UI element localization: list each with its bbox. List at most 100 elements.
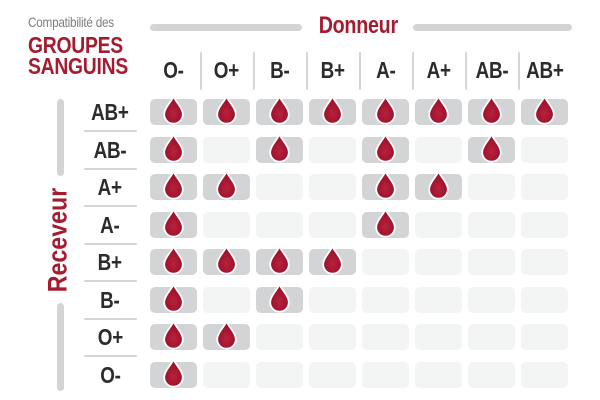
blood-drop-icon [269, 283, 290, 313]
donor-column-header-text: B- [269, 57, 290, 83]
blood-drop-icon [481, 95, 502, 125]
matrix-cell-O--from-A+-empty [415, 361, 462, 388]
matrix-cell-B+-from-B+-compatible [309, 245, 356, 275]
blood-drop-icon [322, 245, 343, 275]
matrix-cell-O+-from-B--empty [256, 324, 303, 350]
matrix-cell-B+-from-O--compatible [150, 245, 197, 275]
matrix-cell-B+-from-B--compatible [256, 245, 303, 275]
column-separator [412, 52, 414, 90]
blood-drop-icon [163, 208, 184, 238]
blood-drop-icon [322, 95, 343, 125]
matrix-cell-B--from-A+-empty [415, 286, 462, 313]
blood-drop-icon [428, 95, 449, 125]
matrix-cell-B+-from-A+-empty [415, 249, 462, 275]
matrix-cell-B+-from-AB--empty [468, 249, 515, 275]
blood-drop-icon [163, 95, 184, 125]
column-separator [200, 52, 202, 90]
receiver-row-label-B+: B+ [82, 249, 138, 275]
receiver-row-label-text: AB+ [91, 99, 129, 125]
matrix-cell-B+-from-O+-compatible [203, 245, 250, 275]
column-separator [359, 52, 361, 90]
receiver-axis-bar-top [57, 99, 64, 176]
donor-axis-bar-right [413, 24, 572, 31]
matrix-cell-AB--from-B+-empty [309, 136, 356, 163]
matrix-cell-AB+-from-B+-compatible [309, 95, 356, 125]
matrix-cell-AB--from-A--compatible [362, 133, 409, 163]
matrix-cell-B+-from-AB+-empty [521, 249, 568, 275]
matrix-cell-B--from-B+-empty [309, 286, 356, 313]
matrix-cell-O+-from-B+-empty [309, 324, 356, 350]
donor-column-header-AB-: AB- [468, 56, 515, 84]
row-separator [84, 355, 137, 357]
matrix-cell-AB--from-A+-empty [415, 136, 462, 163]
receiver-row-label-text: B+ [97, 249, 123, 275]
matrix-cell-A+-from-B--empty [256, 174, 303, 200]
matrix-cell-AB--from-B--compatible [256, 133, 303, 163]
matrix-cell-O--from-B--empty [256, 361, 303, 388]
donor-column-header-B+: B+ [309, 56, 356, 84]
blood-drop-icon [163, 170, 184, 200]
blood-drop-icon [269, 133, 290, 163]
matrix-cell-O--from-B+-empty [309, 361, 356, 388]
column-separator [306, 52, 308, 90]
matrix-cell-AB+-from-AB+-compatible [521, 95, 568, 125]
receiver-row-label-O-: O- [82, 362, 138, 388]
blood-drop-icon [269, 95, 290, 125]
matrix-cell-O+-from-AB--empty [468, 324, 515, 350]
matrix-cell-AB+-from-O--compatible [150, 95, 197, 125]
chart-title-eyebrow: Compatibilité des [28, 12, 147, 33]
row-separator [84, 317, 137, 320]
matrix-cell-O+-from-O+-compatible [203, 320, 250, 350]
blood-drop-icon [163, 320, 184, 350]
matrix-cell-A+-from-O--compatible [150, 170, 197, 200]
donor-axis-label-text: Donneur [318, 12, 398, 39]
matrix-cell-B--from-B--compatible [256, 283, 303, 313]
receiver-axis-label: Receveur [42, 187, 73, 293]
matrix-cell-A--from-B--empty [256, 211, 303, 238]
blood-drop-icon [216, 95, 237, 125]
matrix-cell-A+-from-AB+-empty [521, 174, 568, 200]
chart-title-eyebrow-text: Compatibilité des [28, 14, 114, 30]
donor-column-header-text: O+ [213, 57, 240, 83]
matrix-cell-O+-from-O--compatible [150, 320, 197, 350]
receiver-row-label-AB+: AB+ [82, 99, 138, 125]
donor-column-header-text: A+ [426, 57, 451, 83]
matrix-cell-A+-from-B+-empty [309, 174, 356, 200]
receiver-row-label-text: AB- [93, 136, 127, 163]
blood-drop-icon [375, 170, 396, 200]
matrix-cell-O--from-O--compatible [150, 358, 197, 388]
matrix-cell-B+-from-A--empty [362, 249, 409, 275]
matrix-cell-B--from-AB+-empty [521, 286, 568, 313]
receiver-row-label-A-: A- [82, 212, 138, 238]
matrix-cell-AB+-from-O+-compatible [203, 95, 250, 125]
receiver-axis-bar-bottom [57, 303, 64, 391]
row-separator [84, 242, 137, 245]
blood-drop-icon [269, 245, 290, 275]
matrix-cell-A--from-AB--empty [468, 211, 515, 238]
matrix-cell-A+-from-O+-compatible [203, 170, 250, 200]
matrix-cell-A+-from-A--compatible [362, 170, 409, 200]
receiver-row-label-O+: O+ [82, 324, 138, 350]
matrix-cell-A--from-B+-empty [309, 211, 356, 238]
matrix-cell-AB--from-O--compatible [150, 133, 197, 163]
receiver-row-label-text: A+ [97, 174, 123, 200]
chart-title: Compatibilité des GROUPES SANGUINS [28, 12, 147, 78]
matrix-cell-AB--from-AB+-empty [521, 136, 568, 163]
blood-drop-icon [216, 245, 237, 275]
donor-column-header-A+: A+ [415, 56, 462, 84]
donor-column-header-B-: B- [256, 56, 303, 84]
blood-drop-icon [534, 95, 555, 125]
receiver-row-label-text: A- [100, 211, 120, 238]
matrix-cell-A--from-A+-empty [415, 211, 462, 238]
matrix-cell-O--from-AB+-empty [521, 361, 568, 388]
column-separator [518, 52, 520, 90]
row-separator [84, 280, 137, 282]
receiver-row-label-B-: B- [82, 287, 138, 313]
donor-column-header-A-: A- [362, 56, 409, 84]
donor-axis-label: Donneur [297, 12, 419, 40]
blood-drop-icon [163, 358, 184, 388]
blood-drop-icon [428, 170, 449, 200]
matrix-cell-A+-from-A+-compatible [415, 170, 462, 200]
donor-column-header-text: AB+ [525, 57, 564, 83]
